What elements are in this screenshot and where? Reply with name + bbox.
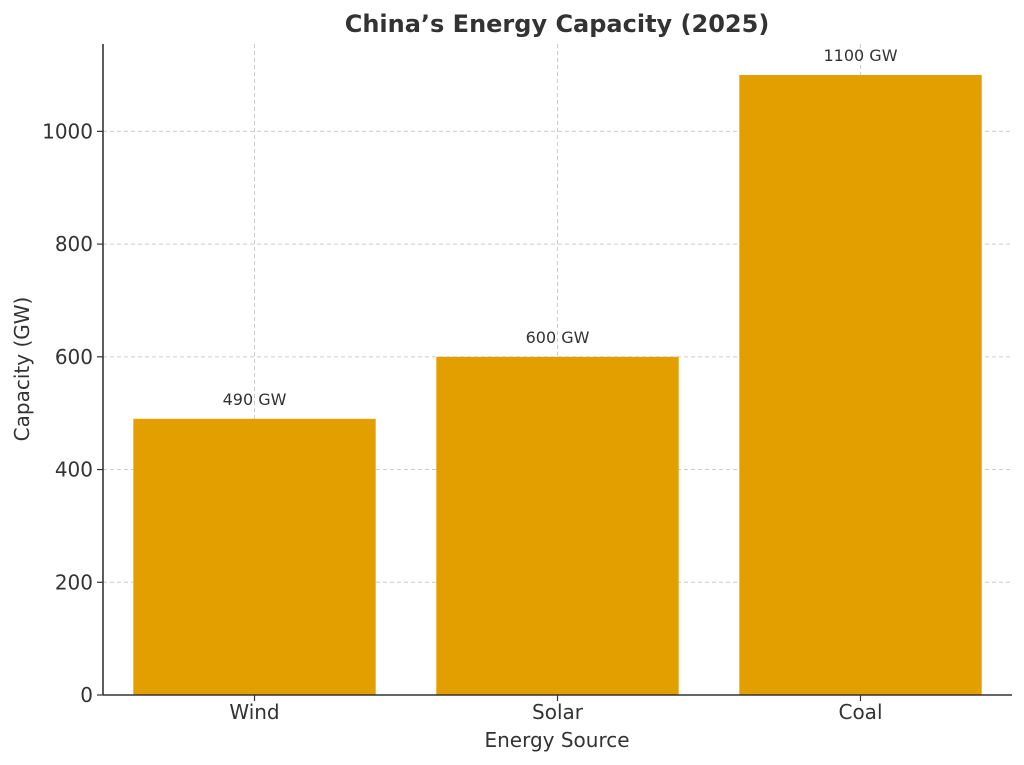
chart-title: China’s Energy Capacity (2025) [345,10,770,38]
bars [133,75,982,695]
x-tick-label: Coal [838,700,882,724]
y-tick-label: 400 [55,458,93,482]
bar-value-labels: 490 GW 600 GW 1100 GW [223,46,898,409]
y-tick-label: 600 [55,345,93,369]
x-tick-label: Solar [532,700,584,724]
axes [97,44,1012,701]
x-tick-labels: Wind Solar Coal [229,700,882,724]
y-tick-label: 800 [55,232,93,256]
bar-value-label: 1100 GW [823,46,897,65]
x-axis-label: Energy Source [484,728,629,752]
y-tick-labels: 0 200 400 600 800 1000 [42,119,93,707]
bar-solar [436,356,679,695]
y-tick-label: 200 [55,570,93,594]
bar-value-label: 490 GW [223,390,287,409]
y-tick-label: 1000 [42,119,93,143]
bar-wind [133,418,376,695]
bar-value-label: 600 GW [526,328,590,347]
y-axis-label: Capacity (GW) [10,297,34,442]
y-tick-label: 0 [80,683,93,707]
bar-coal [739,75,982,695]
x-tick-label: Wind [229,700,279,724]
